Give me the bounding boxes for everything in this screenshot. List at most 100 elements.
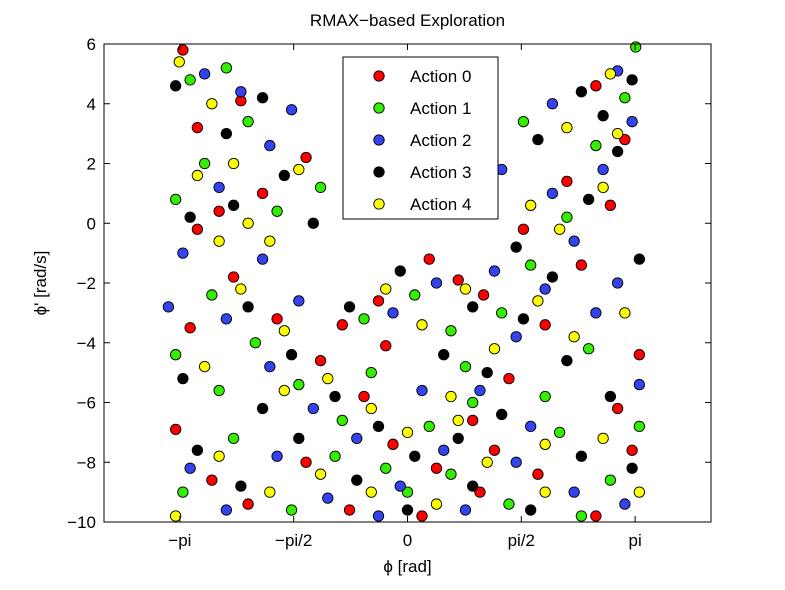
point-action-1 [184, 74, 196, 86]
point-action-1 [220, 62, 233, 74]
point-action-3 [307, 217, 319, 229]
point-action-0 [517, 223, 530, 235]
point-action-3 [575, 450, 588, 462]
point-action-3 [438, 349, 450, 361]
point-action-2 [633, 378, 646, 391]
point-action-0 [300, 456, 312, 468]
point-action-2 [474, 384, 486, 397]
point-action-4 [525, 199, 537, 211]
point-action-2 [568, 486, 580, 498]
point-action-4 [430, 498, 443, 510]
point-action-2 [220, 504, 233, 516]
point-action-1 [575, 510, 588, 522]
point-action-0 [626, 444, 638, 456]
legend-label: Action 3 [410, 163, 471, 182]
point-action-2 [459, 504, 472, 516]
point-action-1 [633, 420, 646, 433]
point-action-0 [430, 462, 443, 474]
point-action-2 [438, 444, 450, 456]
point-action-3 [220, 127, 233, 140]
point-action-0 [256, 187, 269, 200]
point-action-4 [206, 98, 218, 110]
point-action-2 [597, 163, 609, 176]
point-action-3 [343, 301, 356, 313]
point-action-0 [474, 486, 486, 498]
point-action-2 [271, 450, 283, 462]
point-action-1 [503, 498, 515, 510]
point-action-1 [177, 486, 189, 498]
point-action-3 [496, 408, 508, 421]
point-action-0 [242, 498, 254, 510]
point-action-0 [423, 253, 435, 265]
point-action-3 [293, 432, 305, 444]
point-action-3 [525, 504, 537, 516]
legend-label: Action 4 [410, 195, 471, 214]
point-action-0 [213, 205, 225, 217]
point-action-4 [380, 283, 392, 295]
y-tick-label: −6 [77, 394, 96, 413]
point-action-0 [314, 355, 327, 367]
point-action-1 [423, 420, 435, 433]
point-action-1 [604, 474, 617, 486]
point-action-1 [467, 396, 479, 409]
y-tick-label: 0 [87, 214, 96, 233]
point-action-0 [227, 271, 240, 283]
point-action-2 [525, 420, 537, 433]
point-action-2 [619, 498, 631, 510]
point-action-4 [173, 56, 185, 68]
point-action-3 [452, 432, 464, 444]
point-action-1 [380, 462, 392, 474]
point-action-0 [387, 438, 399, 450]
point-action-2 [546, 98, 559, 110]
point-action-1 [242, 116, 254, 128]
point-action-2 [387, 307, 399, 319]
point-action-1 [409, 289, 421, 301]
point-action-0 [488, 444, 501, 456]
point-action-4 [539, 438, 551, 450]
point-action-3 [467, 301, 479, 313]
point-action-0 [191, 122, 204, 134]
point-action-0 [532, 468, 544, 480]
point-action-3 [575, 86, 588, 98]
point-action-3 [372, 420, 385, 433]
legend-label: Action 1 [410, 99, 471, 118]
point-action-1 [525, 259, 537, 271]
y-tick-label: 4 [87, 95, 96, 114]
point-action-4 [227, 157, 240, 170]
point-action-0 [416, 510, 428, 522]
point-action-2 [322, 492, 334, 504]
point-action-3 [532, 133, 544, 146]
point-action-4 [169, 510, 182, 522]
chart-title: RMAX−based Exploration [310, 11, 505, 30]
ticks-layer: −pi −pi/2 0 pi/2 pi 6 4 2 0 −2 −4 −6 −8 −10 [67, 35, 711, 550]
point-action-4 [554, 223, 566, 235]
legend-label: Action 0 [410, 67, 471, 86]
x-tick-label: 0 [403, 531, 412, 550]
point-action-2 [416, 384, 428, 397]
point-action-1 [329, 450, 341, 462]
point-action-1 [554, 426, 566, 439]
point-action-4 [213, 235, 225, 247]
point-action-4 [213, 450, 225, 462]
point-action-3 [242, 301, 254, 313]
point-action-0 [503, 372, 515, 385]
point-action-3 [256, 402, 269, 415]
point-action-2 [510, 456, 522, 468]
point-action-4 [365, 486, 377, 498]
point-action-1 [496, 307, 508, 319]
point-action-2 [264, 360, 276, 373]
y-tick-label: −10 [67, 513, 96, 532]
point-action-1 [358, 313, 370, 325]
point-action-3 [401, 504, 414, 516]
point-action-0 [619, 133, 631, 146]
point-action-0 [380, 340, 392, 352]
point-action-1 [227, 432, 240, 444]
point-action-0 [358, 390, 370, 403]
legend-label: Action 2 [410, 131, 471, 150]
point-action-1 [619, 92, 631, 104]
point-action-3 [191, 444, 204, 456]
point-action-0 [300, 151, 312, 164]
point-action-1 [271, 205, 283, 217]
point-action-1 [336, 414, 348, 427]
point-action-3 [517, 313, 530, 325]
